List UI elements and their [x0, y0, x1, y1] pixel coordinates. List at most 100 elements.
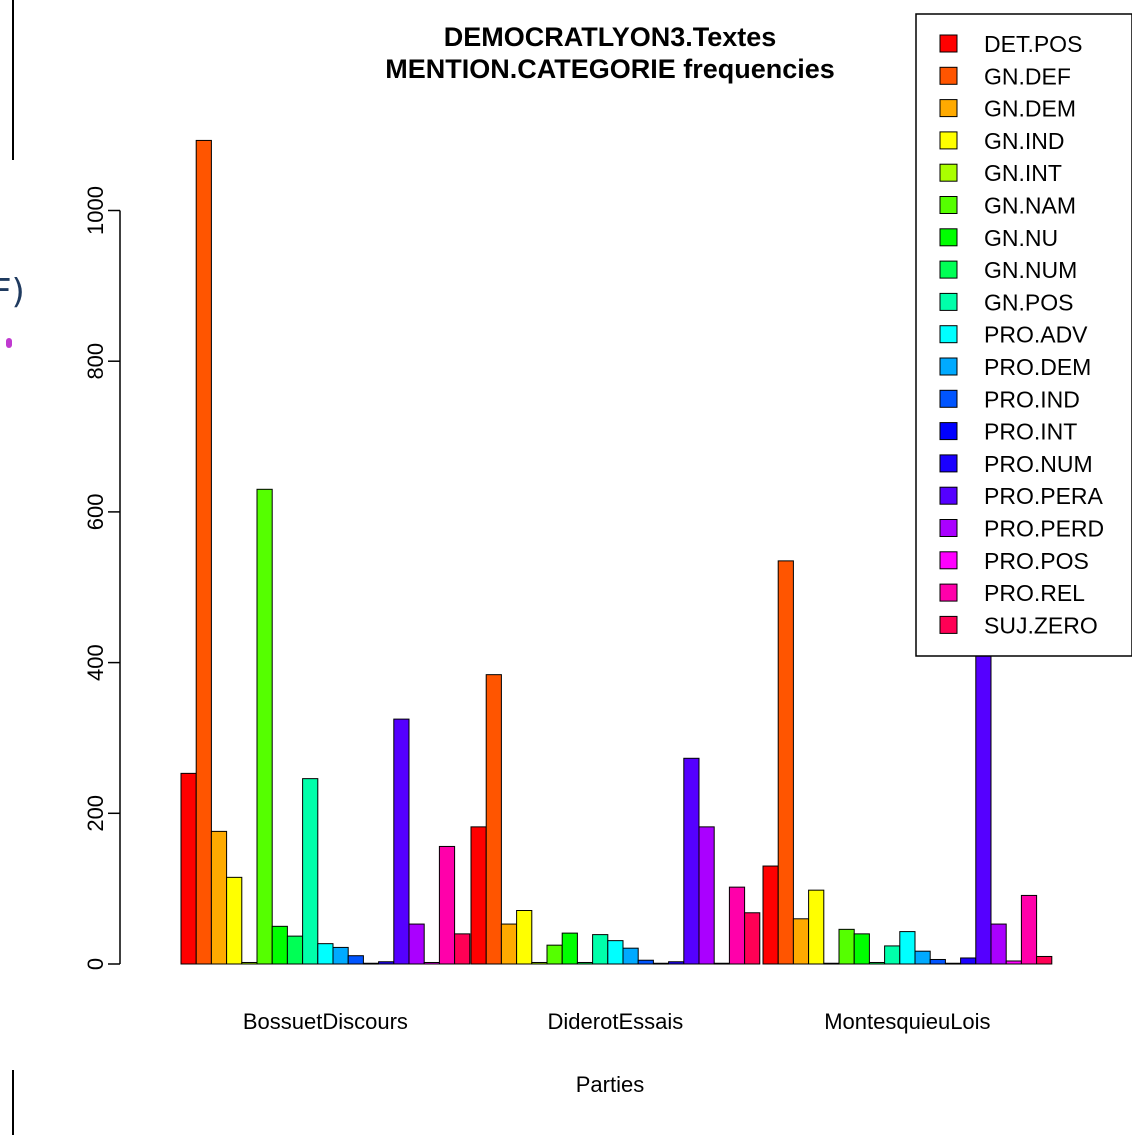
- bar-gn-nu: [561, 932, 578, 965]
- x-category-label: DiderotEssais: [548, 1009, 684, 1034]
- bar-gn-pos: [592, 934, 609, 965]
- legend-swatch: [939, 163, 958, 182]
- legend-label: DET.POS: [984, 31, 1082, 57]
- legend-label: GN.NUM: [984, 257, 1077, 283]
- bar-pro-ind: [347, 955, 364, 965]
- bar-gn-ind: [516, 910, 533, 965]
- bar-pro-pera: [683, 757, 700, 965]
- legend-swatch: [939, 66, 958, 85]
- bar-suj-zero: [1036, 955, 1053, 965]
- x-category-label: BossuetDiscours: [243, 1009, 408, 1034]
- bar-pro-adv: [607, 940, 624, 965]
- legend-swatch: [939, 389, 958, 408]
- bar-pro-adv: [899, 931, 916, 965]
- legend-box: [915, 13, 1132, 657]
- bar-pro-int: [944, 962, 962, 965]
- legend-label: SUJ.ZERO: [984, 612, 1098, 638]
- bar-det-pos: [470, 826, 487, 965]
- legend-label: GN.POS: [984, 289, 1073, 315]
- legend-swatch: [939, 292, 958, 311]
- legend-label: GN.NU: [984, 225, 1058, 251]
- bar-pro-num: [960, 957, 977, 965]
- bar-pro-dem: [622, 947, 639, 965]
- bar-pro-adv: [317, 943, 334, 965]
- bar-gn-dem: [210, 830, 228, 965]
- background-border-fragment: [12, 1070, 14, 1135]
- legend-swatch: [939, 357, 958, 376]
- bar-gn-int: [823, 962, 840, 965]
- bar-det-pos: [762, 865, 779, 965]
- legend-label: PRO.IND: [984, 386, 1080, 412]
- bar-pro-num: [378, 961, 395, 965]
- y-tick-label: 800: [83, 343, 108, 380]
- background-dot: [6, 338, 12, 348]
- bar-det-pos: [180, 772, 197, 965]
- bar-gn-ind: [808, 889, 825, 965]
- bar-gn-nam: [838, 928, 855, 965]
- legend-label: PRO.POS: [984, 548, 1089, 574]
- legend-label: PRO.REL: [984, 580, 1085, 606]
- bar-pro-perd: [990, 923, 1007, 965]
- bar-gn-num: [576, 961, 594, 965]
- legend-label: PRO.PERD: [984, 516, 1104, 542]
- legend-swatch: [939, 34, 958, 53]
- legend-swatch: [939, 519, 958, 537]
- bar-gn-ind: [226, 876, 243, 965]
- bar-gn-def: [195, 139, 212, 965]
- legend-swatch: [939, 615, 958, 634]
- y-tick-label: 400: [83, 644, 108, 681]
- bar-pro-int: [362, 962, 380, 965]
- legend-swatch: [939, 325, 958, 344]
- chart-title-line: MENTION.CATEGORIE frequencies: [385, 54, 835, 84]
- bar-gn-int: [531, 961, 548, 965]
- bar-pro-rel: [728, 886, 746, 965]
- y-tick-label: 0: [83, 958, 108, 970]
- bar-pro-pera: [975, 644, 992, 965]
- legend-label: GN.DEF: [984, 63, 1071, 89]
- bar-gn-nu: [271, 925, 288, 965]
- legend-swatch: [939, 454, 958, 473]
- bar-gn-def: [777, 560, 794, 965]
- bar-pro-int: [652, 962, 670, 965]
- y-tick-label: 1000: [83, 186, 108, 235]
- y-tick-label: 200: [83, 795, 108, 832]
- bar-pro-dem: [914, 950, 931, 965]
- legend-label: PRO.ADV: [984, 322, 1088, 348]
- bar-gn-dem: [792, 918, 810, 965]
- bar-gn-num: [868, 961, 886, 965]
- legend-swatch: [939, 551, 958, 570]
- bar-gn-def: [485, 674, 502, 965]
- y-tick-label: 600: [83, 494, 108, 531]
- bar-gn-dem: [500, 923, 518, 965]
- legend-swatch: [939, 131, 958, 150]
- legend-label: PRO.DEM: [984, 354, 1091, 380]
- legend-label: GN.INT: [984, 160, 1062, 186]
- legend-label: PRO.PERA: [984, 483, 1104, 509]
- legend-label: PRO.NUM: [984, 451, 1093, 477]
- legend-swatch: [939, 583, 958, 602]
- bar-pro-ind: [637, 959, 654, 965]
- legend-swatch: [939, 99, 958, 118]
- legend-swatch: [939, 196, 958, 214]
- legend-swatch: [939, 422, 958, 441]
- legend-swatch: [939, 486, 958, 505]
- bar-pro-ind: [929, 958, 946, 965]
- legend-swatch: [939, 260, 958, 279]
- bar-gn-nam: [546, 944, 563, 965]
- bar-gn-int: [241, 961, 258, 965]
- legend-swatch: [939, 228, 958, 247]
- bar-pro-rel: [438, 845, 456, 965]
- legend-label: PRO.INT: [984, 419, 1077, 445]
- bar-pro-pera: [393, 718, 410, 965]
- bar-pro-rel: [1020, 894, 1038, 965]
- bar-pro-perd: [408, 923, 425, 965]
- bar-pro-pos: [1005, 960, 1022, 965]
- background-border-fragment: [12, 0, 14, 160]
- bar-gn-nu: [853, 933, 870, 965]
- legend-label: GN.NAM: [984, 193, 1076, 219]
- bar-pro-num: [668, 961, 685, 965]
- legend-label: GN.DEM: [984, 96, 1076, 122]
- bar-suj-zero: [454, 933, 471, 965]
